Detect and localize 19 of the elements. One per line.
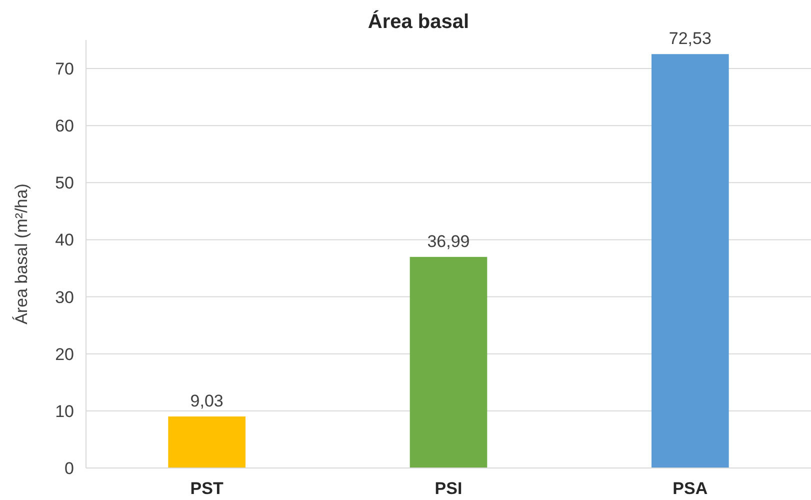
y-axis-title: Área basal (m²/ha) xyxy=(12,184,31,324)
data-label: 72,53 xyxy=(668,29,712,48)
bar xyxy=(410,256,488,468)
y-tick-label: 10 xyxy=(55,402,74,421)
y-tick-label: 20 xyxy=(55,344,74,364)
chart-title: Área basal xyxy=(368,10,470,33)
x-tick-label: PST xyxy=(190,479,224,498)
data-label: 9,03 xyxy=(190,391,224,410)
x-tick-label: PSI xyxy=(434,479,462,498)
y-tick-label: 50 xyxy=(55,174,74,193)
y-tick-label: 0 xyxy=(64,458,74,478)
bar xyxy=(168,416,246,468)
y-tick-label: 30 xyxy=(55,288,74,307)
y-tick-label: 60 xyxy=(55,116,74,136)
x-tick-label: PSA xyxy=(672,479,708,498)
data-label: 36,99 xyxy=(427,232,470,251)
y-tick-label: 40 xyxy=(55,230,74,250)
y-tick-label: 70 xyxy=(55,59,74,78)
bar xyxy=(652,54,729,468)
